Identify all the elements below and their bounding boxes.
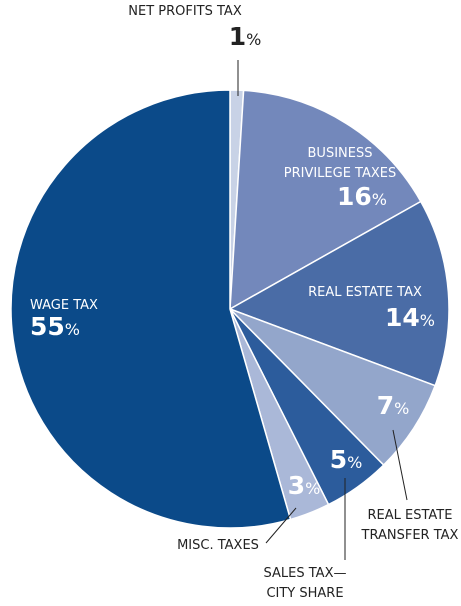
- slice-label: NET PROFITS TAX: [128, 4, 242, 19]
- slice-label: REAL ESTATE TAX: [308, 285, 422, 300]
- value-label: 1%: [229, 22, 262, 51]
- value-label: 16%: [337, 182, 387, 211]
- value-label: 55%: [30, 312, 80, 341]
- slice-label: WAGE TAX: [30, 298, 98, 313]
- value-label: 3%: [288, 471, 321, 500]
- value-label: 14%: [385, 303, 435, 332]
- pie-slice: [229, 89, 422, 311]
- pie-slice: [228, 200, 450, 387]
- slice-label: REAL ESTATE TRANSFER TAX: [361, 508, 459, 543]
- leader-line: [392, 429, 408, 501]
- pie-slice: [10, 89, 292, 529]
- value-label: 7%: [377, 391, 410, 420]
- leader-line: [265, 507, 297, 544]
- value-label: 5%: [330, 445, 363, 474]
- slice-label: BUSINESS PRIVILEGE TAXES: [284, 146, 397, 181]
- slice-label: SALES TAX— CITY SHARE: [264, 566, 347, 601]
- slice-label: MISC. TAXES: [177, 538, 259, 553]
